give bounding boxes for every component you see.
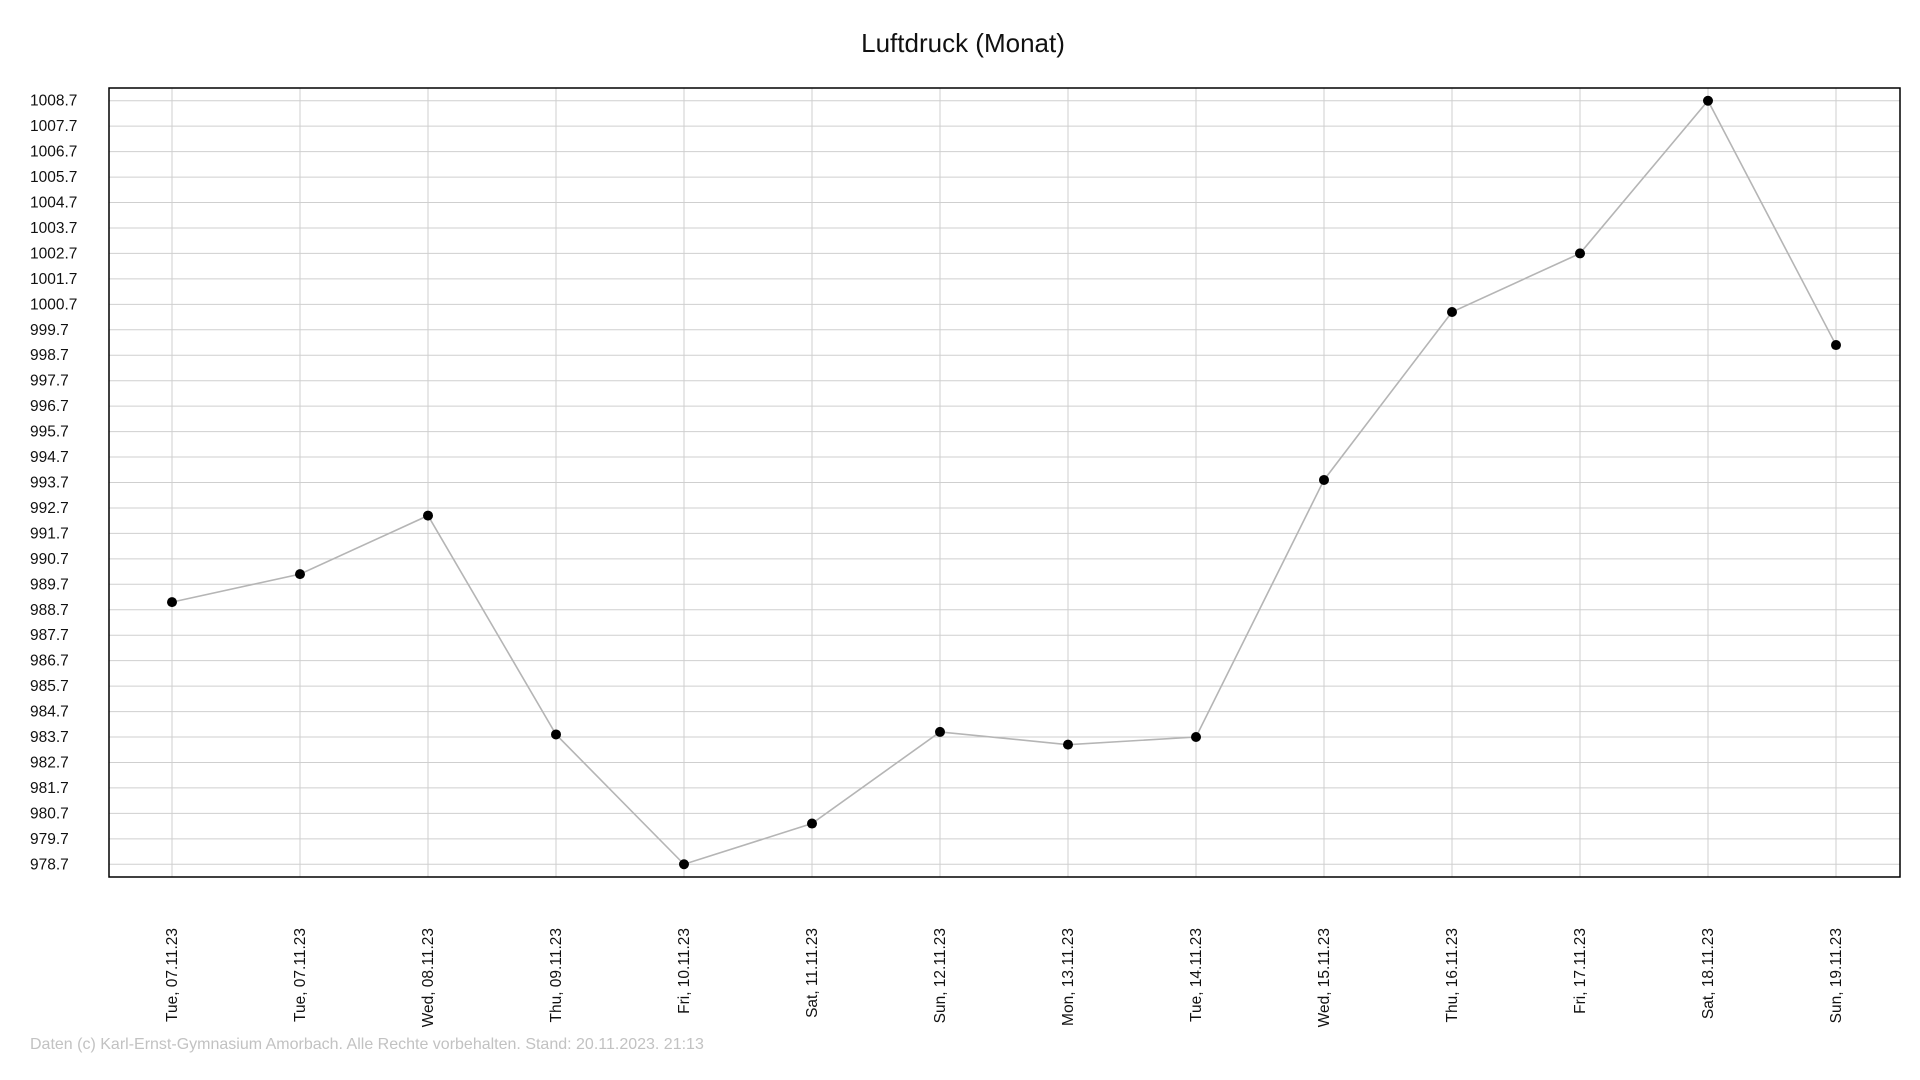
y-tick-label: 985.7 xyxy=(30,678,69,695)
x-tick-label: Thu, 16.11.23 xyxy=(1444,928,1461,1023)
y-tick-label: 997.7 xyxy=(30,373,69,390)
y-tick-label: 980.7 xyxy=(30,805,69,822)
data-point xyxy=(167,597,177,608)
plot-frame xyxy=(108,87,1901,878)
copyright-footer: Daten (c) Karl-Ernst-Gymnasium Amorbach.… xyxy=(30,1036,704,1053)
data-point xyxy=(679,859,689,870)
y-tick-label: 993.7 xyxy=(30,475,69,492)
y-tick-label: 1007.7 xyxy=(30,118,77,135)
data-point xyxy=(1575,248,1585,259)
y-tick-label: 982.7 xyxy=(30,754,69,771)
data-point xyxy=(1703,95,1713,106)
x-tick-label: Sun, 19.11.23 xyxy=(1828,928,1845,1023)
y-tick-label: 996.7 xyxy=(30,398,69,415)
data-point xyxy=(1319,474,1329,485)
y-tick-label: 1000.7 xyxy=(30,296,77,313)
series-line xyxy=(171,99,1837,866)
y-tick-label: 983.7 xyxy=(30,729,69,746)
x-tick-label: Tue, 14.11.23 xyxy=(1188,928,1205,1022)
data-point xyxy=(423,510,433,521)
y-tick-label: 990.7 xyxy=(30,551,69,568)
x-tick-label: Wed, 15.11.23 xyxy=(1316,928,1333,1027)
data-point xyxy=(935,726,945,737)
x-axis-ticks: Tue, 07.11.23 Tue, 07.11.23 Wed, 08.11.23 T… xyxy=(164,928,1845,1027)
x-tick-label: Sun, 12.11.23 xyxy=(932,928,949,1023)
y-axis-ticks: 1008.7 1007.7 1006.7 1005.7 1004.7 1003.7 1002… xyxy=(30,93,77,874)
data-point xyxy=(1063,739,1073,750)
y-tick-label: 1004.7 xyxy=(30,195,77,212)
chart-title: Luftdruck (Monat) xyxy=(861,28,1065,58)
x-tick-label: Sat, 11.11.23 xyxy=(804,928,821,1018)
y-tick-label: 992.7 xyxy=(30,500,69,517)
y-tick-label: 999.7 xyxy=(30,322,69,339)
data-point xyxy=(807,818,817,829)
grid xyxy=(109,88,1900,877)
y-tick-label: 986.7 xyxy=(30,653,69,670)
data-point xyxy=(551,729,561,740)
y-tick-label: 1001.7 xyxy=(30,271,77,288)
y-tick-label: 991.7 xyxy=(30,525,69,542)
data-point xyxy=(1191,732,1201,743)
y-tick-label: 1008.7 xyxy=(30,93,77,110)
x-tick-label: Tue, 07.11.23 xyxy=(292,928,309,1022)
y-tick-label: 981.7 xyxy=(30,780,69,797)
data-point xyxy=(1447,306,1457,317)
x-tick-label: Fri, 17.11.23 xyxy=(1572,928,1589,1014)
x-tick-label: Wed, 08.11.23 xyxy=(420,928,437,1027)
y-tick-label: 1002.7 xyxy=(30,245,77,262)
x-tick-label: Thu, 09.11.23 xyxy=(548,928,565,1023)
x-tick-label: Tue, 07.11.23 xyxy=(164,928,181,1022)
y-tick-label: 979.7 xyxy=(30,831,69,848)
y-tick-label: 995.7 xyxy=(30,424,69,441)
y-tick-label: 989.7 xyxy=(30,576,69,593)
y-tick-label: 1003.7 xyxy=(30,220,77,237)
y-tick-label: 984.7 xyxy=(30,704,69,721)
x-tick-label: Mon, 13.11.23 xyxy=(1060,928,1077,1026)
y-tick-label: 978.7 xyxy=(30,856,69,873)
data-point xyxy=(295,569,305,580)
data-point xyxy=(1831,340,1841,351)
series-luftdruck xyxy=(167,95,1841,870)
x-tick-label: Fri, 10.11.23 xyxy=(676,928,693,1014)
y-tick-label: 988.7 xyxy=(30,602,69,619)
y-tick-label: 994.7 xyxy=(30,449,69,466)
y-tick-label: 1005.7 xyxy=(30,169,77,186)
y-tick-label: 987.7 xyxy=(30,627,69,644)
y-tick-label: 1006.7 xyxy=(30,144,77,161)
x-tick-label: Sat, 18.11.23 xyxy=(1700,928,1717,1019)
y-tick-label: 998.7 xyxy=(30,347,69,364)
